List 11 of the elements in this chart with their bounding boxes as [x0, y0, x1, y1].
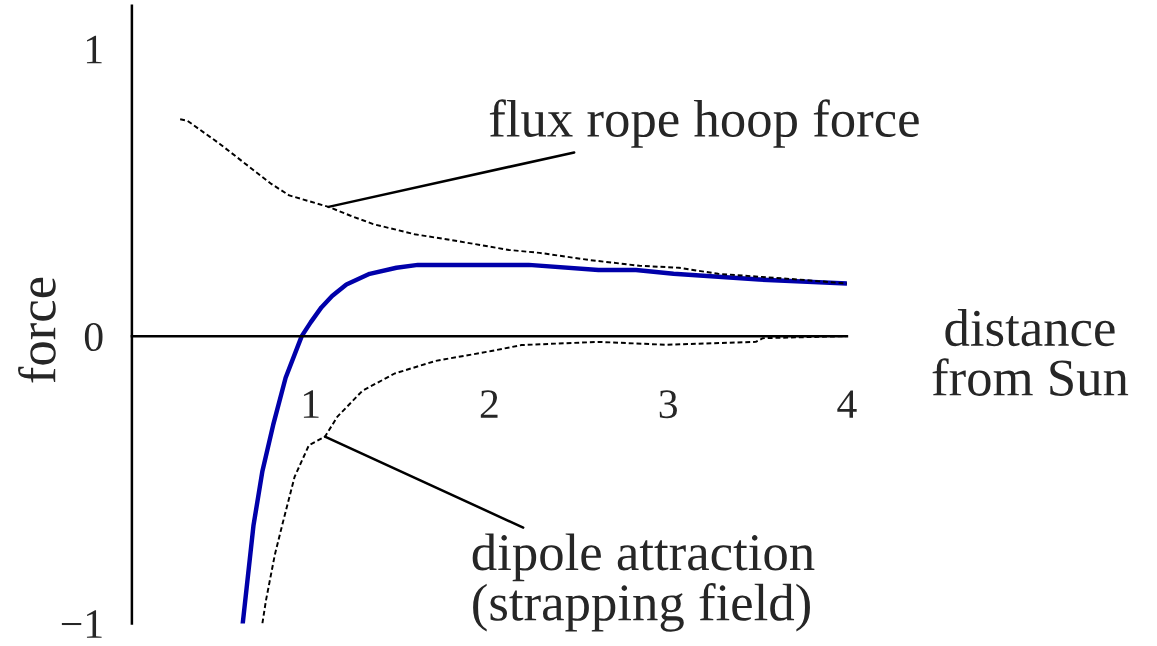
annotation: flux rope hoop force	[489, 99, 919, 148]
annotation: dipole attraction (strapping field)	[472, 533, 815, 632]
x-tick-label: 1	[303, 390, 319, 418]
x-tick-label: 3	[659, 390, 677, 419]
x-axis-title: distance from Sun	[932, 309, 1129, 396]
x-tick-label: 2	[480, 390, 498, 418]
y-tick-label: 1	[86, 35, 102, 64]
y-tick-label: −1	[61, 610, 102, 638]
y-tick-label: 0	[84, 322, 103, 352]
x-tick-label: 4	[837, 390, 857, 418]
y-axis-title: force	[18, 277, 56, 383]
